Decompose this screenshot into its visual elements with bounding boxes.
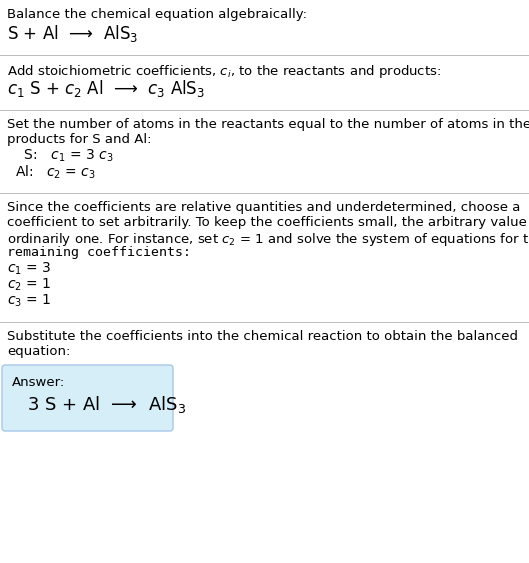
Text: $c_2$ = 1: $c_2$ = 1: [7, 277, 51, 293]
Text: Substitute the coefficients into the chemical reaction to obtain the balanced: Substitute the coefficients into the che…: [7, 330, 518, 343]
Text: $c_1$ = 3: $c_1$ = 3: [7, 261, 51, 278]
FancyBboxPatch shape: [2, 365, 173, 431]
Text: Add stoichiometric coefficients, $c_i$, to the reactants and products:: Add stoichiometric coefficients, $c_i$, …: [7, 63, 441, 80]
Text: Set the number of atoms in the reactants equal to the number of atoms in the: Set the number of atoms in the reactants…: [7, 118, 529, 131]
Text: $c_3$ = 1: $c_3$ = 1: [7, 293, 51, 310]
Text: Answer:: Answer:: [12, 376, 65, 389]
Text: coefficient to set arbitrarily. To keep the coefficients small, the arbitrary va: coefficient to set arbitrarily. To keep …: [7, 216, 529, 229]
Text: products for S and Al:: products for S and Al:: [7, 133, 151, 146]
Text: Balance the chemical equation algebraically:: Balance the chemical equation algebraica…: [7, 8, 307, 21]
Text: $c_1$ S + $c_2$ Al  ⟶  $c_3$ AlS$_3$: $c_1$ S + $c_2$ Al ⟶ $c_3$ AlS$_3$: [7, 78, 205, 99]
Text: S + Al  ⟶  AlS$_3$: S + Al ⟶ AlS$_3$: [7, 23, 138, 44]
Text: equation:: equation:: [7, 345, 70, 358]
Text: S:   $c_1$ = 3 $c_3$: S: $c_1$ = 3 $c_3$: [15, 148, 113, 164]
Text: 3 S + Al  ⟶  AlS$_3$: 3 S + Al ⟶ AlS$_3$: [27, 394, 186, 415]
Text: Al:   $c_2$ = $c_3$: Al: $c_2$ = $c_3$: [15, 164, 96, 181]
Text: ordinarily one. For instance, set $c_2$ = 1 and solve the system of equations fo: ordinarily one. For instance, set $c_2$ …: [7, 231, 529, 248]
Text: remaining coefficients:: remaining coefficients:: [7, 246, 191, 259]
Text: Since the coefficients are relative quantities and underdetermined, choose a: Since the coefficients are relative quan…: [7, 201, 521, 214]
